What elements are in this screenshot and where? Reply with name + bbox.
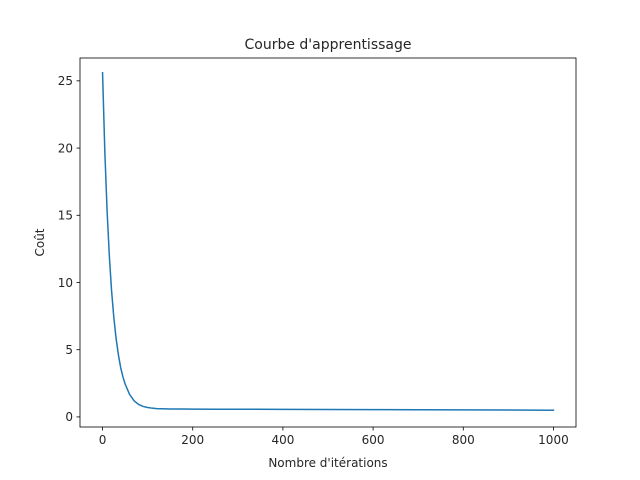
x-axis-label: Nombre d'itérations (268, 456, 387, 470)
plot-frame (79, 57, 577, 428)
axes: 0 200 400 600 800 1000 0 5 10 15 20 25 (58, 74, 569, 447)
plot-area (80, 58, 576, 427)
y-tick-label: 25 (58, 74, 73, 88)
y-tick-label: 10 (58, 276, 73, 290)
y-tick-label: 20 (58, 141, 73, 155)
data-layer (101, 72, 555, 411)
y-tick-label: 0 (65, 410, 73, 424)
x-tick-label: 400 (271, 433, 294, 447)
series-line-0 (101, 72, 555, 411)
x-tick-label: 600 (362, 433, 385, 447)
x-tick-label: 200 (181, 433, 204, 447)
y-tick-label: 15 (58, 209, 73, 223)
x-tick-label: 800 (452, 433, 475, 447)
y-axis-label: Coût (33, 228, 47, 256)
chart-title: Courbe d'apprentissage (245, 37, 412, 53)
x-tick-label: 1000 (538, 433, 569, 447)
y-tick-label: 5 (65, 343, 73, 357)
x-tick-label: 0 (99, 433, 107, 447)
